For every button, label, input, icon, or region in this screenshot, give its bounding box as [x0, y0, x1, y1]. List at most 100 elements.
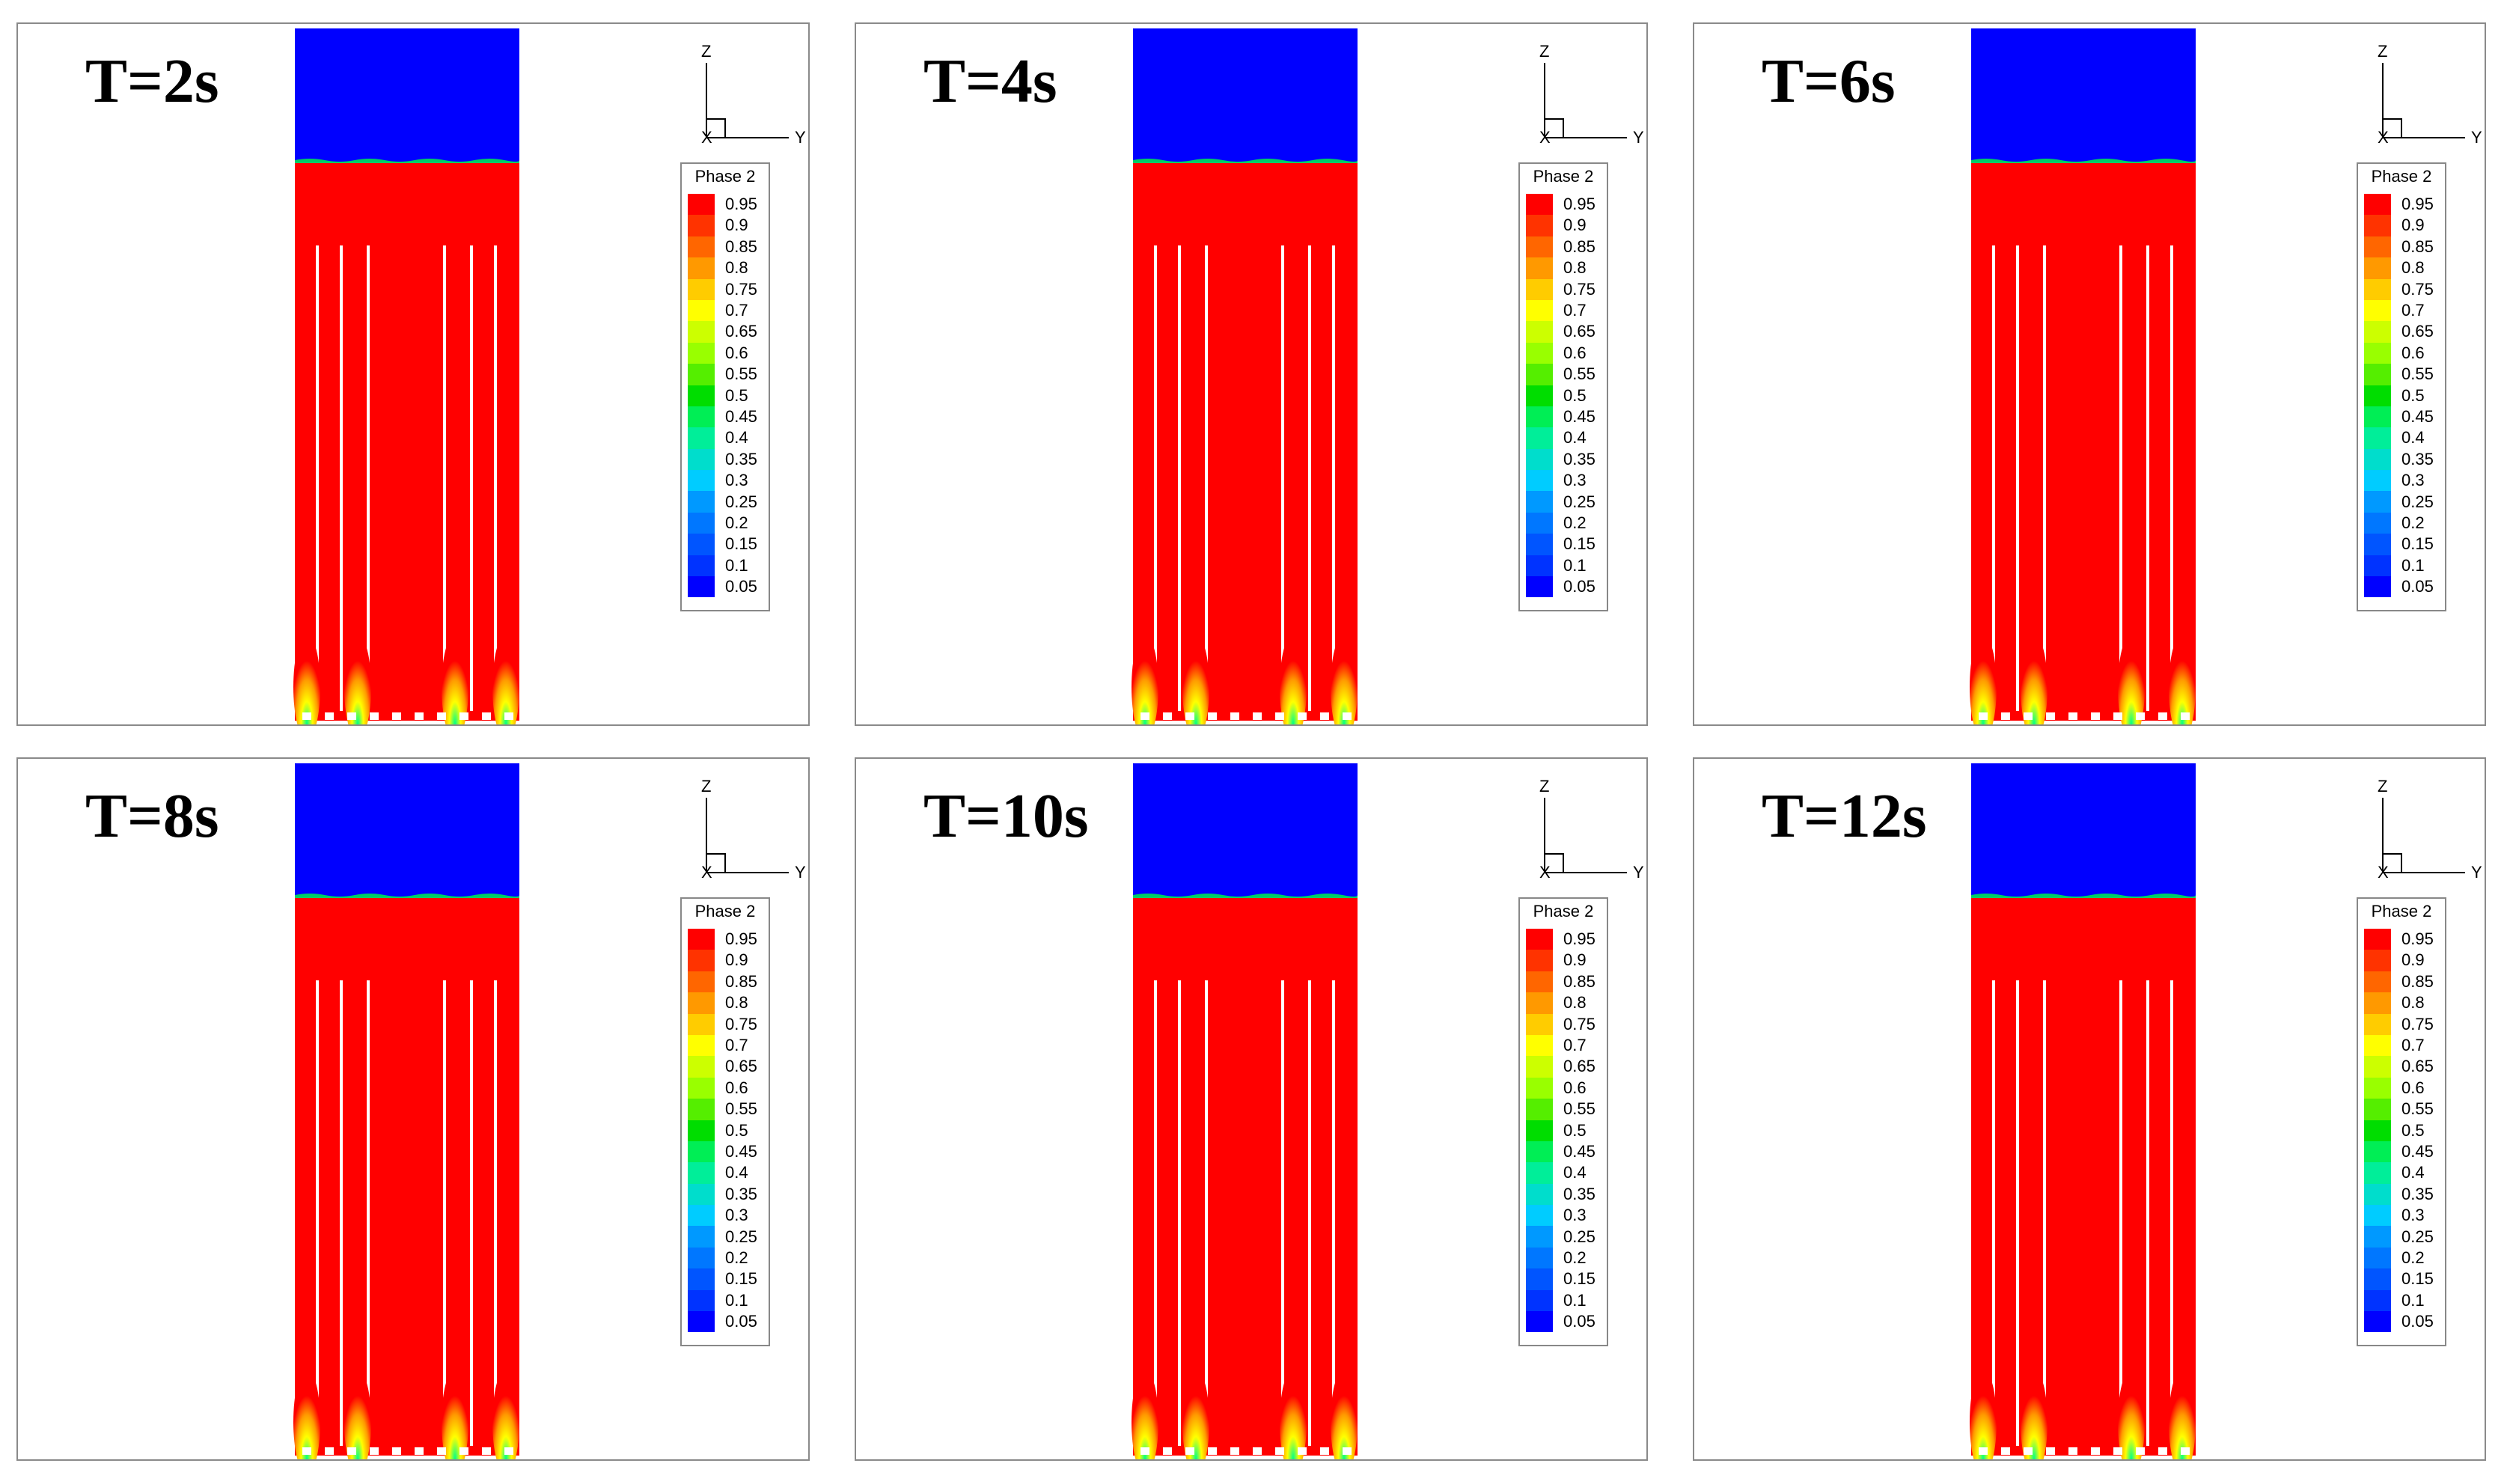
tube-wall [367, 980, 370, 1446]
legend-swatch [688, 470, 715, 492]
tube-wall [2016, 245, 2019, 711]
bubble-plume [2169, 635, 2196, 724]
bubble-plume [492, 635, 519, 724]
legend-level-label: 0.8 [1563, 993, 1587, 1013]
tube-wall [1205, 245, 1208, 711]
legend-swatch [688, 1268, 715, 1290]
legend-level-label: 0.15 [1563, 534, 1595, 554]
legend-swatch [688, 534, 715, 555]
legend-level-label: 0.95 [1563, 929, 1595, 948]
phase-contour-domain [1132, 763, 1358, 1459]
legend-swatch [2364, 576, 2391, 598]
legend-swatch [688, 321, 715, 343]
legend-swatch [1526, 1205, 1553, 1227]
bottom-inlet [2091, 712, 2100, 720]
axis-z-label: Z [2378, 42, 2387, 61]
legend-level-label: 0.15 [1563, 1269, 1595, 1289]
free-surface-interface [1133, 894, 1358, 898]
bottom-inlet [504, 712, 513, 720]
bottom-inlet [437, 712, 446, 720]
legend-level-label: 0.75 [725, 279, 757, 299]
legend-level-label: 0.55 [1563, 364, 1595, 384]
free-surface-interface [1971, 894, 2196, 898]
bubble-plume [442, 635, 468, 724]
legend-swatch [1526, 257, 1553, 279]
axis-z-label: Z [701, 42, 711, 61]
axis-y-label: Y [2471, 863, 2482, 880]
bottom-inlet [1320, 1447, 1329, 1455]
legend-level-label: 0.65 [2401, 322, 2434, 341]
legend-swatch [2364, 1013, 2391, 1035]
legend-swatch [2364, 1183, 2391, 1206]
axis-x-label: X [1539, 863, 1551, 880]
bottom-inlet [482, 1447, 491, 1455]
legend-level-label: 0.85 [725, 971, 757, 991]
legend-level-label: 0.25 [725, 1227, 757, 1246]
legend-swatch [2364, 257, 2391, 279]
bottom-inlet [2046, 712, 2055, 720]
legend-level-label: 0.15 [2401, 534, 2434, 554]
bubble-plume [1970, 635, 1997, 724]
bottom-inlet [1185, 712, 1194, 720]
legend-swatch [2364, 1034, 2391, 1057]
legend-swatch [1526, 1162, 1553, 1184]
bottom-inlet [1343, 712, 1352, 720]
legend-swatch [688, 1247, 715, 1269]
legend-swatch [2364, 406, 2391, 428]
bottom-inlet [1208, 712, 1217, 720]
bottom-inlet [1275, 712, 1284, 720]
legend-level-label: 0.2 [1563, 513, 1587, 532]
legend-level-label: 0.2 [725, 513, 748, 532]
bottom-inlet [1140, 712, 1149, 720]
legend-level-label: 0.65 [1563, 322, 1595, 341]
phase-legend: Phase 2 0.95 0.9 0.85 0.8 0.75 0.7 0.65 0.6 0.55 0… [2357, 897, 2446, 1346]
bottom-inlet [347, 1447, 356, 1455]
legend-swatch [2364, 992, 2391, 1014]
legend-swatch [688, 1311, 715, 1333]
legend-level-label: 0.15 [2401, 1269, 2434, 1289]
legend-swatch [688, 299, 715, 322]
bottom-inlet [2158, 712, 2167, 720]
legend-level-label: 0.7 [2401, 1036, 2425, 1054]
bottom-inlet [1320, 712, 1329, 720]
legend-level-label: 0.75 [1563, 279, 1595, 299]
legend-swatch [1526, 1226, 1553, 1248]
panel-time-title: T=12s [1762, 781, 1927, 851]
legend-swatch [1526, 1141, 1553, 1163]
bottom-inlet [1979, 712, 1988, 720]
bottom-inlet [325, 712, 334, 720]
legend-level-label: 0.5 [2401, 1120, 2425, 1140]
legend-level-label: 0.5 [1563, 1120, 1587, 1140]
legend-swatch [688, 992, 715, 1014]
gas-region [295, 28, 519, 162]
free-surface-interface [295, 159, 519, 163]
legend-level-label: 0.25 [2401, 492, 2434, 511]
tube-wall [1205, 980, 1208, 1446]
legend-swatch [2364, 342, 2391, 364]
bottom-inlet [1298, 1447, 1307, 1455]
tube-wall [1154, 245, 1157, 711]
legend-swatch [1526, 491, 1553, 513]
bottom-inlet [482, 712, 491, 720]
legend-swatch [688, 215, 715, 236]
legend-level-label: 0.25 [2401, 1227, 2434, 1246]
legend-swatch [1526, 194, 1553, 216]
legend-swatch [1526, 534, 1553, 555]
bubble-plume [1132, 1370, 1158, 1459]
legend-swatch [2364, 534, 2391, 555]
phase-contour-domain [293, 763, 519, 1459]
legend-level-label: 0.35 [1563, 1184, 1595, 1203]
legend-swatch [688, 971, 715, 993]
contour-panel: T=12s Z Y X Phase 2 0.95 0.9 0.85 0.8 0.75 0.7 0.65… [1693, 757, 2486, 1461]
bottom-inlet [2113, 1447, 2122, 1455]
axis-y-label: Y [795, 863, 806, 880]
bottom-inlet [370, 1447, 379, 1455]
legend-swatch [1526, 992, 1553, 1014]
legend-swatch [2364, 555, 2391, 577]
phase-legend: Phase 2 0.95 0.9 0.85 0.8 0.75 0.7 0.65 0.6 0.55 0… [1518, 162, 1608, 611]
bottom-inlet [1185, 1447, 1194, 1455]
bottom-inlet [2091, 1447, 2100, 1455]
legend-swatch [1526, 1247, 1553, 1269]
legend-swatch [2364, 1120, 2391, 1141]
legend-level-label: 0.45 [725, 407, 757, 426]
